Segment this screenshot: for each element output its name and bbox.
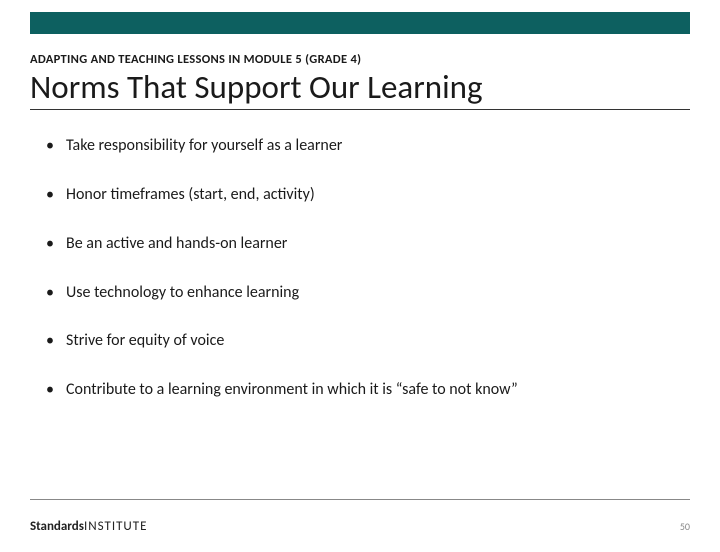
list-item: Honor timeframes (start, end, activity) [30, 185, 690, 206]
logo: StandardsINSTITUTE [30, 519, 147, 534]
page-number: 50 [680, 520, 690, 533]
title-underline [30, 109, 690, 110]
list-item: Be an active and hands-on learner [30, 234, 690, 255]
list-item: Use technology to enhance learning [30, 283, 690, 304]
bullet-list: Take responsibility for yourself as a le… [30, 136, 690, 401]
list-item: Strive for equity of voice [30, 331, 690, 352]
logo-bold: Standards [30, 519, 84, 534]
list-item: Contribute to a learning environment in … [30, 380, 690, 401]
footer-divider [30, 499, 690, 500]
footer: StandardsINSTITUTE 50 [30, 519, 690, 534]
header-top-bar [30, 12, 690, 34]
kicker-text: ADAPTING AND TEACHING LESSONS IN MODULE … [30, 52, 690, 67]
list-item: Take responsibility for yourself as a le… [30, 136, 690, 157]
page-title: Norms That Support Our Learning [30, 69, 690, 105]
logo-light: INSTITUTE [84, 519, 148, 534]
